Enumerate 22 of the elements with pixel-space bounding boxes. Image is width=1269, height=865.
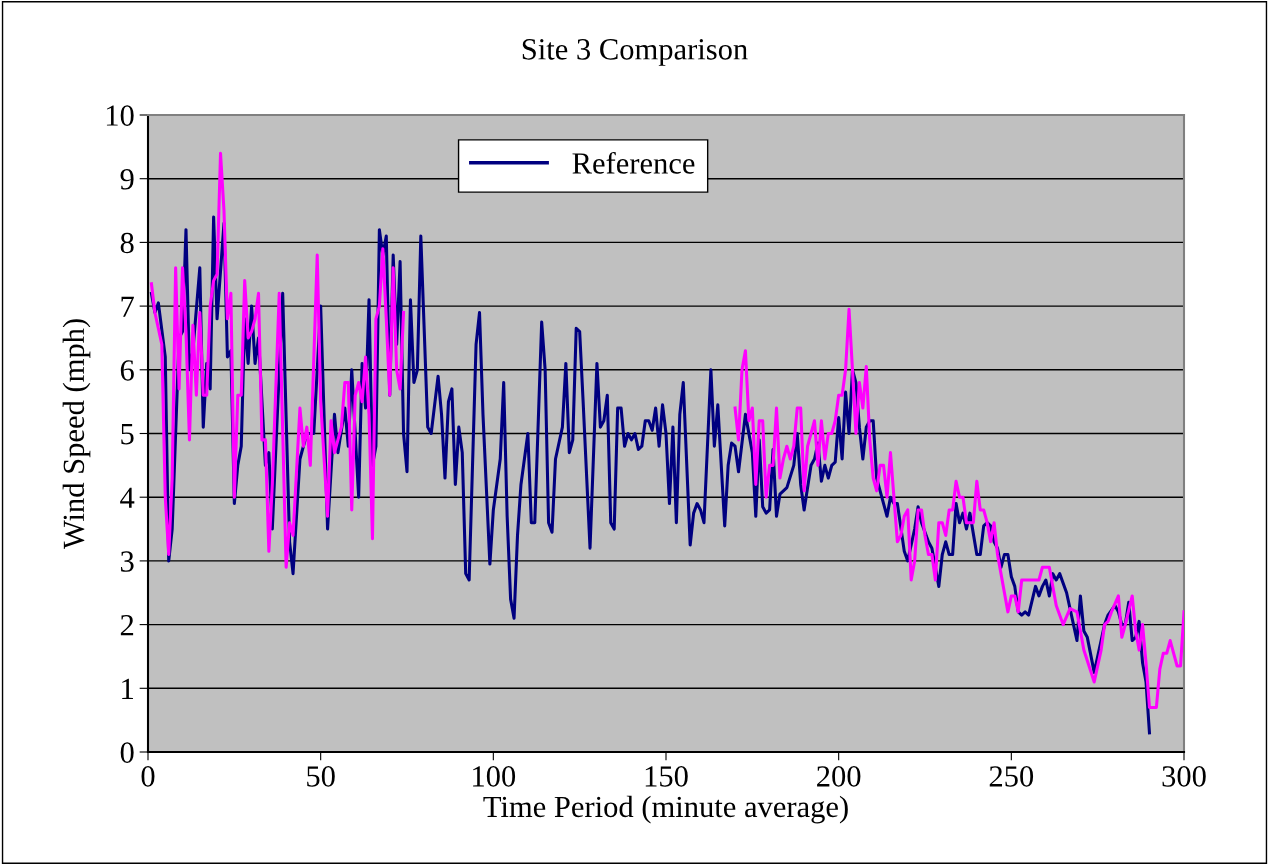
chart-title: Site 3 Comparison [522,39,748,66]
y-tick-label: 8 [120,232,134,254]
x-tick-label: 150 [645,766,688,787]
x-tick-label: 250 [989,766,1034,787]
y-tick-label: 4 [120,487,135,508]
x-tick-label: 50 [307,766,335,787]
y-tick-label: 9 [120,169,134,190]
y-tick-label: 3 [120,551,134,572]
y-tick-label: 1 [122,678,133,699]
y-axis-title: Wind Speed (mph) [62,319,91,550]
y-tick-label: 10 [106,105,134,126]
y-tick-label: 6 [120,360,134,381]
y-tick-label: 2 [120,614,134,636]
x-axis-title: Time Period (minute average) [483,795,848,824]
legend-label: Reference [572,151,695,174]
x-tick-label: 200 [817,766,861,787]
x-tick-label: 0 [141,766,155,787]
x-tick-label: 100 [473,766,516,787]
y-tick-label: 7 [121,296,134,317]
x-tick-label: 300 [1162,766,1206,787]
y-tick-label: 0 [120,742,134,763]
y-tick-label: 5 [121,424,134,445]
